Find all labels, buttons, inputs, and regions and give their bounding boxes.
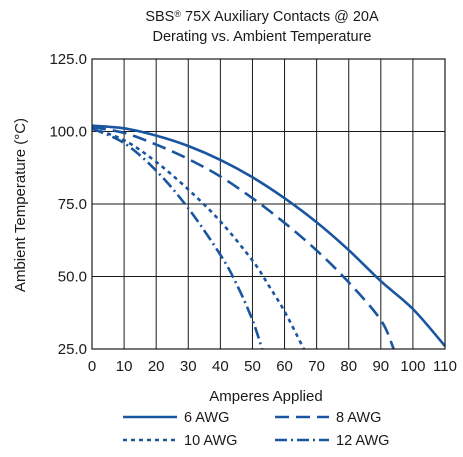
x-tick-label: 50	[244, 358, 261, 375]
x-axis-label: Amperes Applied	[209, 388, 322, 405]
chart-subtitle: Derating vs. Ambient Temperature	[153, 29, 372, 45]
chart-title-registered-mark: ®	[174, 9, 181, 19]
x-tick-label: 40	[212, 358, 229, 375]
x-tick-label: 0	[88, 358, 96, 375]
y-tick-label: 100.0	[49, 124, 87, 141]
x-tick-label: 10	[116, 358, 133, 375]
legend: 6 AWG 8 AWG 10 AWG 12 AWG	[123, 410, 389, 449]
x-tick-label: 90	[372, 358, 389, 375]
y-tick-label: 50.0	[58, 269, 87, 286]
x-tick-label: 60	[276, 358, 293, 375]
legend-label: 10 AWG	[184, 433, 237, 449]
legend-label: 8 AWG	[336, 410, 381, 426]
y-tick-label: 125.0	[49, 51, 87, 68]
series-layer	[91, 124, 446, 350]
chart-title: SBS® 75X Auxiliary Contacts @ 20A	[145, 9, 379, 25]
y-tick-label: 25.0	[58, 341, 87, 358]
chart-title-prefix: SBS	[145, 9, 174, 25]
legend-label: 12 AWG	[336, 433, 389, 449]
x-tick-label: 80	[340, 358, 357, 375]
series-line	[91, 127, 264, 350]
x-tick-label: 70	[308, 358, 325, 375]
plot-frame	[91, 58, 446, 350]
grid-layer	[92, 59, 445, 349]
x-tick-label: 110	[433, 358, 457, 375]
series-line	[91, 124, 446, 347]
tick-layer: 0 10 20 30 40 50 60 70 80 90 100 110 25.0 50.0 75.0 100…	[49, 51, 457, 375]
x-tick-label: 100	[400, 358, 425, 375]
y-axis-label: Ambient Temperature (°C)	[12, 118, 29, 292]
x-tick-label: 30	[180, 358, 197, 375]
y-tick-label: 75.0	[58, 196, 87, 213]
x-tick-label: 20	[148, 358, 165, 375]
chart-title-rest: 75X Auxiliary Contacts @ 20A	[181, 9, 379, 25]
legend-label: 6 AWG	[184, 410, 229, 426]
series-line	[91, 127, 305, 350]
series-line	[91, 125, 395, 350]
